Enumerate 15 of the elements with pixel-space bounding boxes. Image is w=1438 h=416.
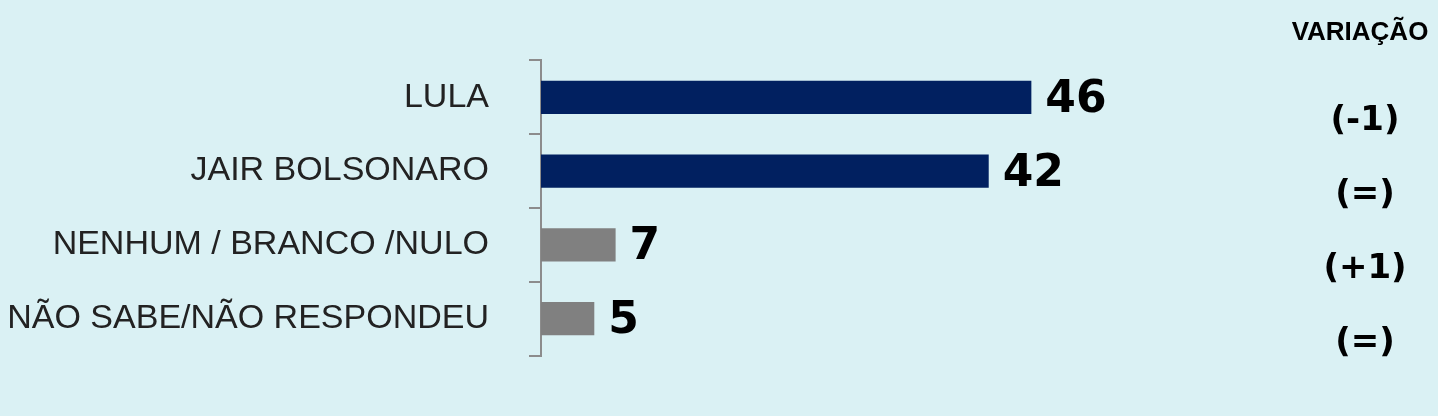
y-tick-label: JAIR BOLSONARO (190, 149, 489, 188)
text: (=) (1335, 171, 1395, 212)
data-label: 42 (1002, 144, 1064, 196)
y-tick-label: NENHUM / BRANCO /NULO (52, 223, 489, 262)
text: (=) (1335, 319, 1395, 360)
data-label: 7 (629, 218, 661, 270)
data-label: 5 (608, 292, 639, 344)
text: VARIAÇÃO (1291, 16, 1429, 47)
y-tick-label: NÃO SABE/NÃO RESPONDEU (7, 297, 489, 336)
text: (+1) (1323, 245, 1407, 286)
bar (541, 154, 989, 188)
bar (541, 80, 1032, 114)
y-tick-label: LULA (403, 75, 490, 114)
text: (-1) (1330, 98, 1400, 139)
data-label: 46 (1045, 70, 1107, 122)
